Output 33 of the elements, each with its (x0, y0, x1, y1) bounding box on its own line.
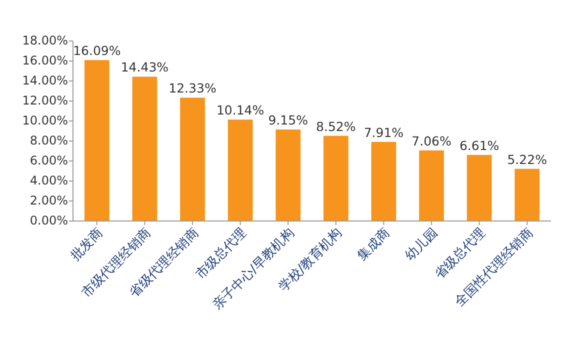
data-label: 6.61% (459, 138, 500, 153)
bar (514, 168, 540, 221)
y-tick-label: 2.00% (30, 193, 68, 208)
bar (84, 60, 110, 221)
bar (371, 142, 396, 221)
y-tick-label: 0.00% (30, 213, 68, 228)
bar (419, 150, 444, 221)
data-label: 10.14% (216, 102, 264, 118)
bar (228, 120, 253, 221)
data-label: 7.06% (412, 133, 452, 148)
data-label: 7.91% (364, 124, 404, 140)
data-label: 16.09% (73, 43, 121, 58)
data-label: 5.22% (507, 152, 548, 167)
y-tick-label: 18.00% (22, 33, 68, 48)
y-tick-label: 6.00% (30, 153, 68, 168)
y-tick-label: 14.00% (22, 73, 68, 88)
y-tick-label: 8.00% (30, 133, 68, 148)
bar (276, 130, 301, 221)
y-tick-label: 4.00% (30, 173, 68, 188)
data-label: 14.43% (120, 60, 169, 75)
data-label: 8.52% (316, 118, 356, 134)
bar (132, 76, 158, 221)
data-label: 9.15% (268, 112, 308, 128)
y-tick-label: 16.00% (22, 53, 68, 68)
bar (180, 98, 205, 221)
x-tick-label: 集成商 (354, 226, 394, 264)
y-tick-label: 10.00% (22, 113, 68, 128)
x-tick-label: 幼儿园 (402, 226, 441, 264)
bar (466, 154, 492, 221)
x-tick-label: 批发商 (68, 226, 106, 264)
y-tick-label: 12.00% (22, 93, 68, 108)
bar (323, 136, 348, 221)
data-label: 12.33% (168, 80, 216, 96)
